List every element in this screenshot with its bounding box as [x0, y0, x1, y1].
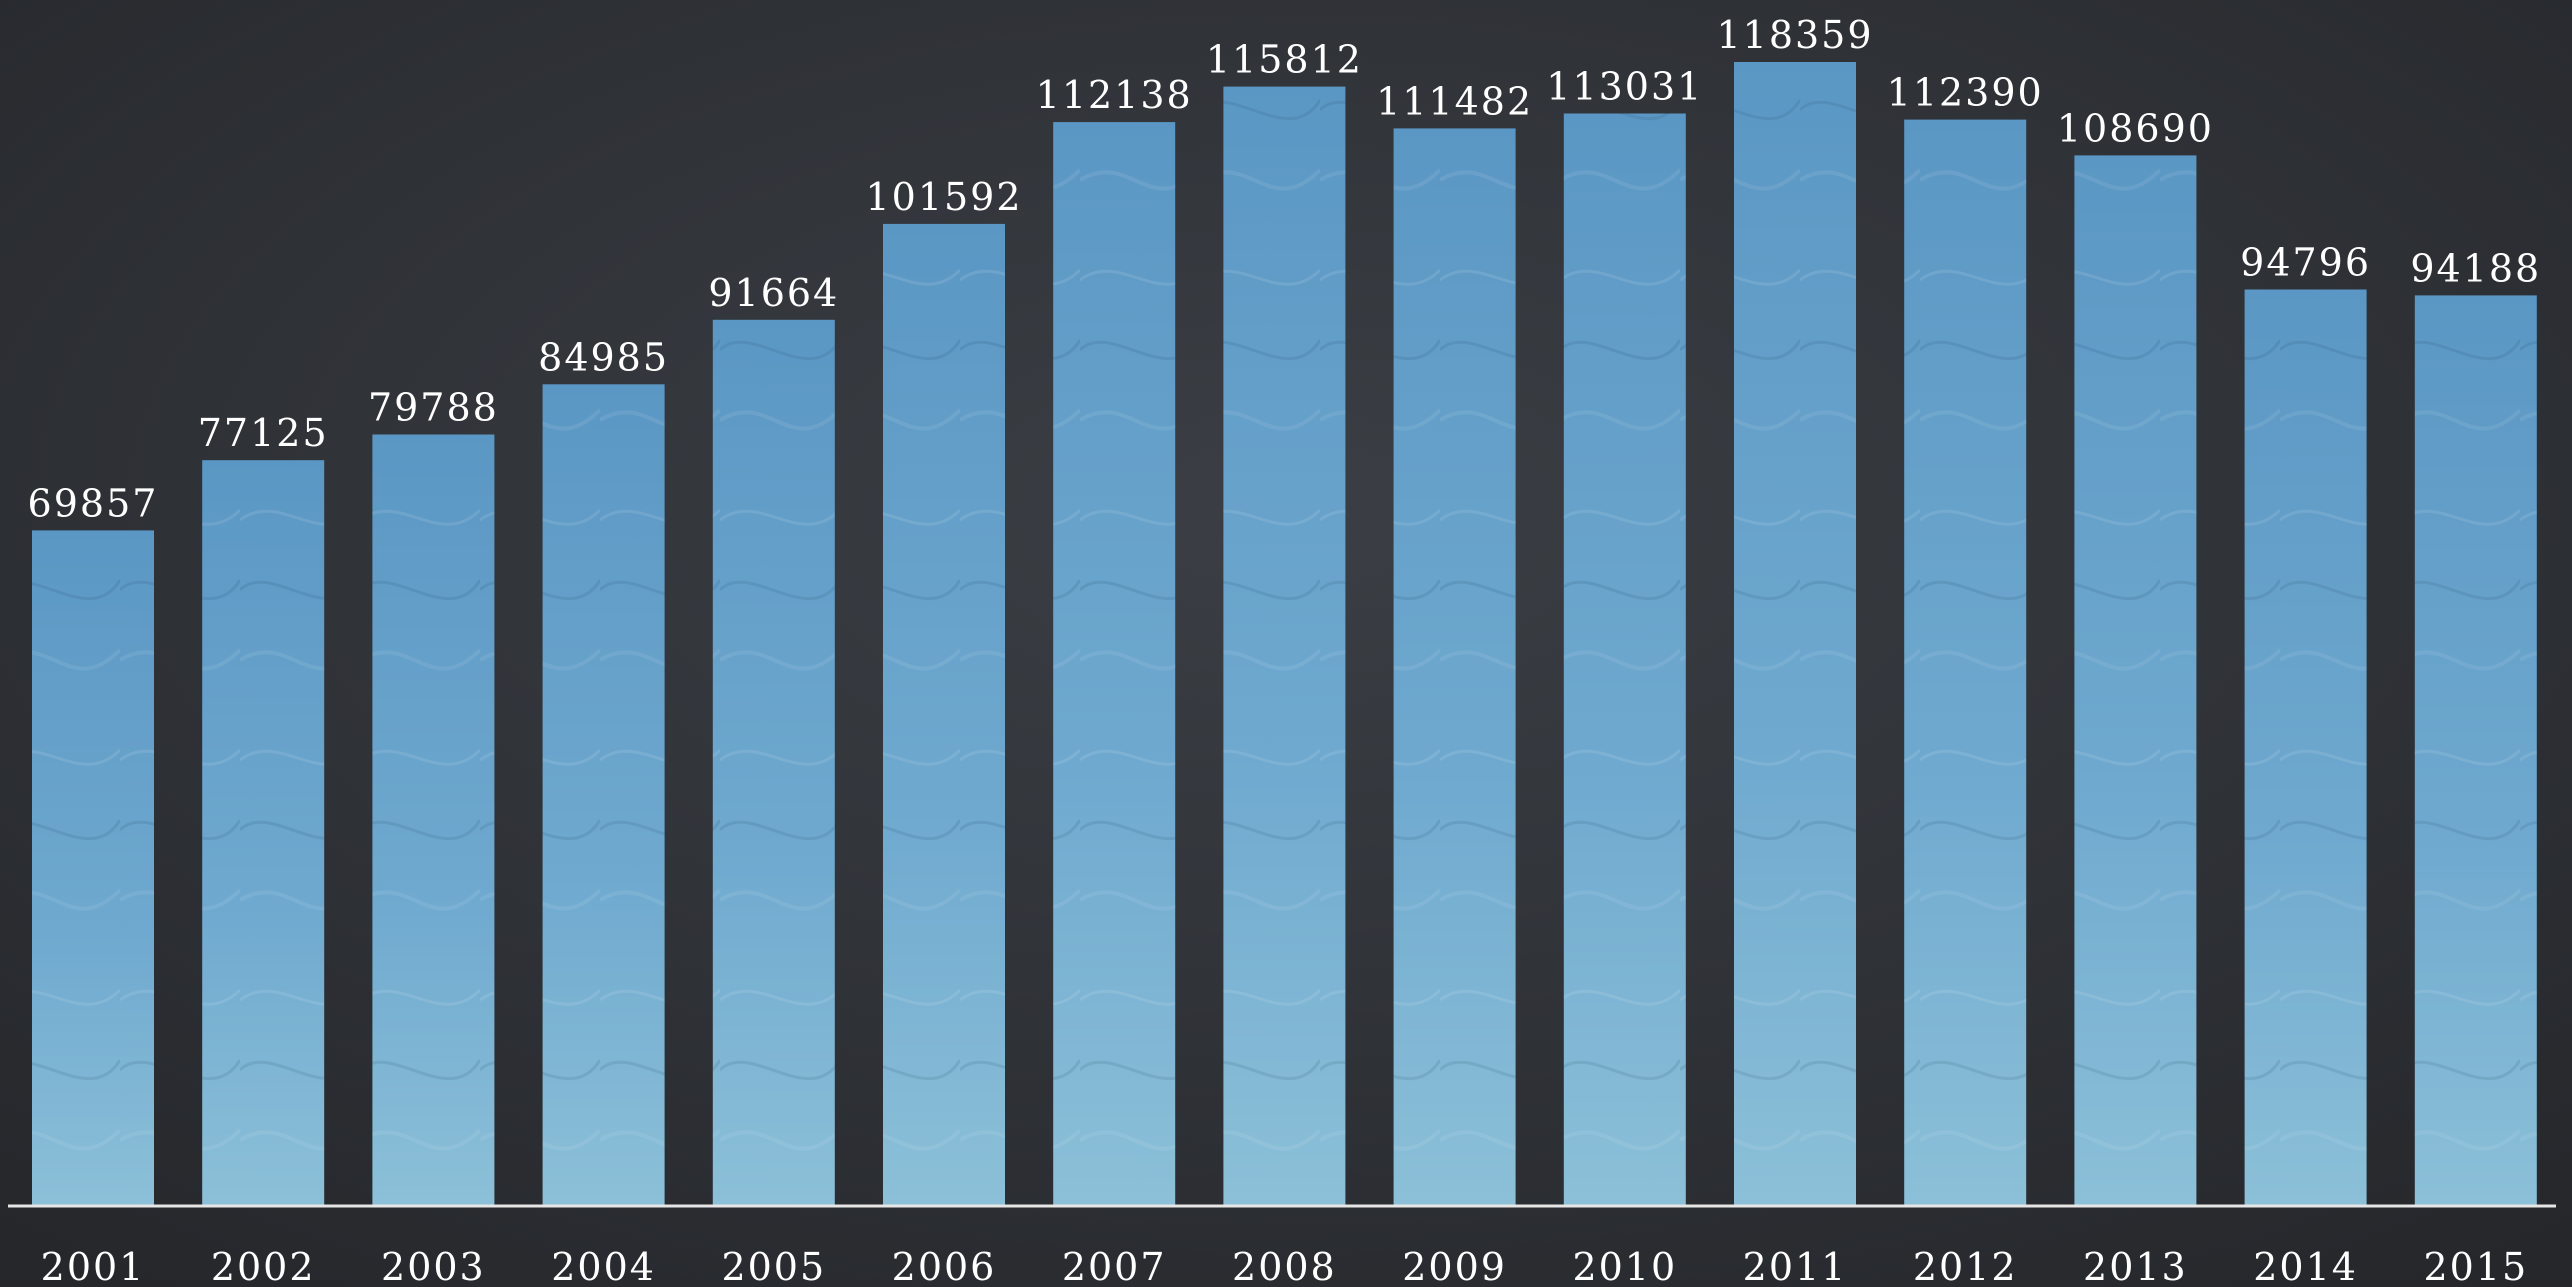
x-tick-label-2011: 2011 [1743, 1245, 1848, 1287]
x-tick-label-2007: 2007 [1062, 1245, 1167, 1287]
x-tick-label-2005: 2005 [721, 1245, 826, 1287]
x-tick-label-2010: 2010 [1572, 1245, 1677, 1287]
value-label-2001: 69857 [28, 481, 159, 525]
value-label-2002: 77125 [198, 411, 329, 455]
bar-texture-2003 [372, 434, 495, 1205]
bar-texture-2014 [2244, 289, 2367, 1205]
bars-group [32, 62, 2537, 1206]
value-label-2012: 112390 [1887, 71, 2044, 115]
bar-texture-2009 [1393, 128, 1516, 1205]
value-label-2009: 111482 [1376, 79, 1533, 123]
x-tick-label-2009: 2009 [1402, 1245, 1507, 1287]
bar-texture-2013 [2074, 155, 2197, 1205]
bar-texture-2015 [2414, 295, 2537, 1205]
x-tick-label-2013: 2013 [2083, 1245, 2188, 1287]
bar-texture-2008 [1223, 86, 1346, 1206]
bar-texture-2010 [1563, 113, 1686, 1205]
value-label-2005: 91664 [708, 271, 839, 315]
x-tick-label-2012: 2012 [1913, 1245, 2018, 1287]
bar-texture-2005 [712, 319, 835, 1205]
bar-texture-2012 [1904, 119, 2027, 1206]
value-label-2006: 101592 [865, 175, 1022, 219]
value-label-2008: 115812 [1206, 38, 1363, 82]
bar-texture-2001 [32, 530, 154, 1205]
value-labels-group: 69857 77125 79788 84985 91664 101592 112138 115… [28, 13, 2541, 525]
x-tick-labels-group: 2001 2002 2003 2004 2005 2006 2007 2008 2009 2010… [41, 1245, 2528, 1287]
x-tick-label-2003: 2003 [381, 1245, 486, 1287]
bar-texture-2004 [542, 384, 665, 1205]
bar-texture-2006 [883, 223, 1005, 1205]
value-label-2013: 108690 [2057, 106, 2214, 150]
bar-texture-2007 [1053, 122, 1176, 1206]
x-tick-label-2015: 2015 [2423, 1245, 2528, 1287]
x-tick-label-2004: 2004 [551, 1245, 656, 1287]
value-label-2003: 79788 [368, 386, 499, 430]
x-tick-label-2001: 2001 [41, 1245, 146, 1287]
bar-texture-2011 [1734, 62, 1856, 1205]
value-label-2004: 84985 [538, 335, 669, 379]
x-tick-label-2006: 2006 [892, 1245, 997, 1287]
x-tick-label-2002: 2002 [211, 1245, 316, 1287]
bar-texture-2002 [202, 460, 325, 1205]
value-label-2014: 94796 [2240, 241, 2371, 285]
value-label-2015: 94188 [2410, 246, 2541, 290]
x-tick-label-2008: 2008 [1232, 1245, 1337, 1287]
value-label-2010: 113031 [1546, 65, 1703, 109]
value-label-2011: 118359 [1716, 13, 1873, 57]
x-tick-label-2014: 2014 [2253, 1245, 2358, 1287]
value-label-2007: 112138 [1036, 73, 1193, 117]
